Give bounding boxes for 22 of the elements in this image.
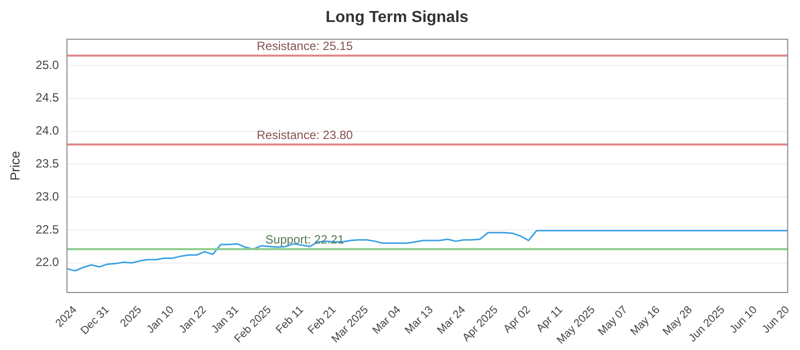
x-tick-label: Jan 10 [144,304,176,336]
y-tick-label: 22.0 [36,255,60,270]
y-tick-label: 25.0 [36,58,60,72]
x-tick-label: Jun 20 [760,304,792,336]
y-tick-label: 24.0 [36,124,60,138]
x-tick-label: Jun 10 [728,304,760,336]
x-tick-label: Apr 02 [501,304,533,336]
ref-line-label: Resistance: 25.15 [256,38,354,53]
x-tick-label: Mar 04 [370,304,404,337]
x-tick-label: May 16 [628,304,662,338]
x-tick-label: Dec 31 [78,304,112,338]
x-tick-label: Feb 11 [274,304,306,336]
chart-title: Long Term Signals [326,9,469,26]
x-tick-label: May 07 [596,304,630,338]
x-tick-label: Mar 13 [402,304,436,337]
y-tick-label: 23.5 [36,156,60,171]
x-tick-label: Jan 22 [177,304,209,336]
y-tick-label: 24.5 [36,90,60,105]
y-tick-label: 22.5 [36,222,60,236]
y-axis-title: Price [7,151,22,181]
ref-line-label: Resistance: 23.80 [256,128,354,142]
y-tick-label: 23.0 [36,189,60,204]
